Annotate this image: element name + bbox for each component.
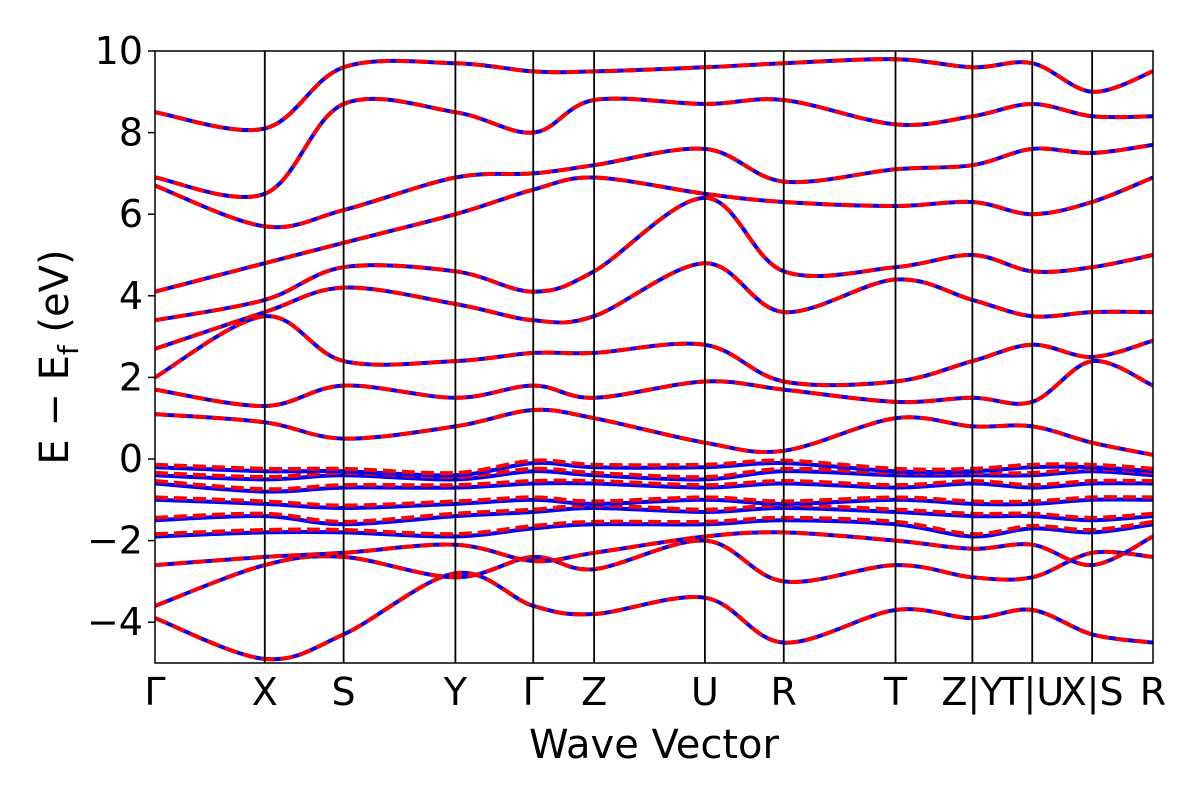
y-axis-label-main: E − E bbox=[32, 355, 78, 465]
x-tick-label: Γ bbox=[523, 670, 544, 714]
y-axis-ticks: −4 −2 0 2 4 6 8 10 bbox=[87, 29, 155, 644]
band-line-blue bbox=[155, 497, 1153, 510]
band-line-red-dashed bbox=[155, 314, 1153, 388]
band-line-red-dashed bbox=[155, 466, 1153, 480]
band-line-red-dashed bbox=[155, 530, 1153, 568]
y-tick-label: 6 bbox=[119, 192, 143, 236]
y-axis-label-unit: (eV) bbox=[32, 249, 78, 345]
x-tick-label: X bbox=[252, 670, 278, 714]
x-tick-label: U bbox=[691, 670, 719, 714]
x-tick-label: T|U bbox=[999, 670, 1064, 715]
band-line-blue bbox=[155, 480, 1153, 494]
y-tick-label: 2 bbox=[119, 355, 143, 399]
x-tick-label: X|S bbox=[1061, 670, 1124, 715]
band-line-red-dashed bbox=[155, 515, 1153, 537]
plot-frame bbox=[154, 50, 1154, 664]
band-line-blue bbox=[155, 518, 1153, 539]
x-axis-label: Wave Vector bbox=[529, 722, 780, 768]
band-line-red-dashed bbox=[155, 495, 1153, 508]
x-tick-label: Γ bbox=[144, 670, 165, 714]
band-line-red-dashed bbox=[155, 359, 1153, 409]
band-line-red-dashed bbox=[155, 407, 1153, 457]
y-tick-label: 4 bbox=[119, 274, 143, 318]
x-tick-label: R bbox=[1140, 670, 1166, 714]
band-line-blue bbox=[155, 506, 1153, 527]
band-line-red-dashed bbox=[155, 503, 1153, 524]
x-tick-label: Y bbox=[443, 670, 468, 714]
x-tick-label: Z|Y bbox=[941, 670, 1004, 715]
y-tick-label: 10 bbox=[95, 29, 143, 73]
y-tick-label: 0 bbox=[119, 437, 143, 481]
y-tick-label: −2 bbox=[87, 519, 143, 563]
band-line-blue bbox=[155, 469, 1153, 482]
high-symmetry-lines bbox=[263, 51, 1094, 663]
y-axis-label: E − Ef (eV) bbox=[32, 249, 85, 464]
y-tick-label: −4 bbox=[87, 600, 143, 644]
band-line-blue bbox=[155, 142, 1153, 230]
x-tick-label: R bbox=[771, 670, 797, 714]
y-tick-label: 8 bbox=[119, 111, 143, 155]
x-tick-label: S bbox=[332, 670, 356, 714]
band-line-red-dashed bbox=[155, 96, 1153, 200]
band-lines bbox=[155, 57, 1153, 662]
band-line-red-dashed bbox=[155, 175, 1153, 294]
band-line-red-dashed bbox=[155, 261, 1153, 351]
band-line-red-dashed bbox=[155, 478, 1153, 492]
y-axis-label-subscript: f bbox=[52, 344, 85, 355]
band-line-red-dashed bbox=[155, 458, 1153, 476]
x-axis-ticks: Γ X S Y Γ Z U R T Z|YT|UX|S R bbox=[144, 670, 1166, 715]
x-tick-label: Z bbox=[581, 670, 607, 714]
x-tick-label: T bbox=[883, 670, 908, 714]
band-line-blue bbox=[155, 460, 1153, 478]
band-line-red-dashed bbox=[155, 57, 1153, 133]
band-line-red-dashed bbox=[155, 570, 1153, 662]
